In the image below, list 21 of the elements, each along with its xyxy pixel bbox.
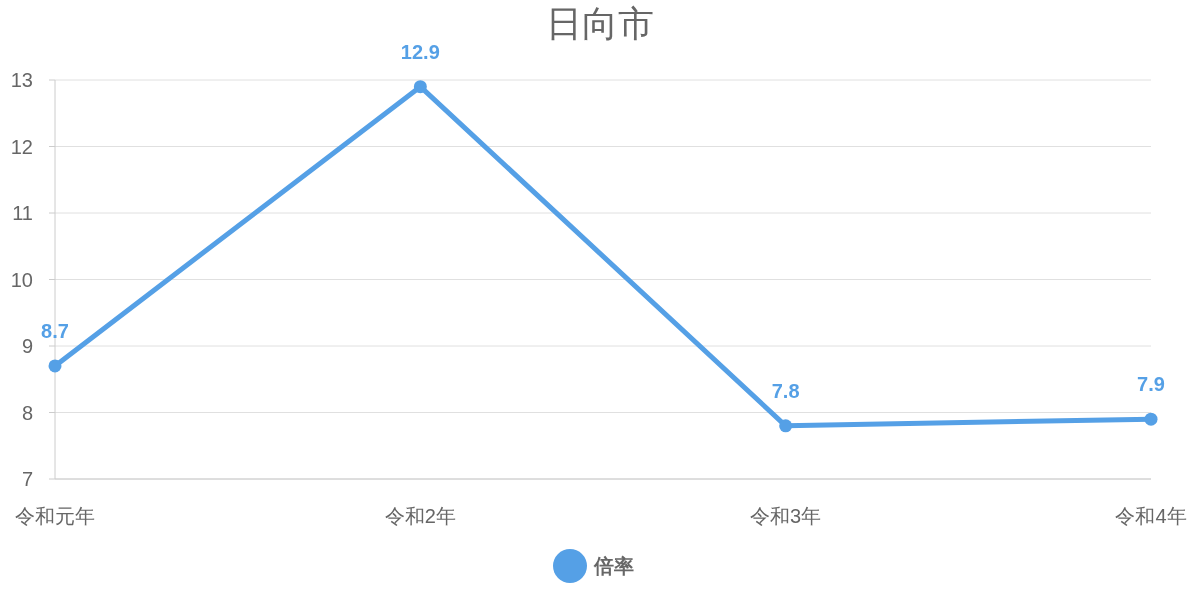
data-label: 8.7 — [41, 319, 69, 342]
y-tick-label: 11 — [12, 202, 33, 224]
data-label: 12.9 — [400, 40, 440, 63]
data-label: 7.9 — [1137, 373, 1165, 396]
x-tick-label: 令和元年 — [15, 505, 95, 527]
y-tick-label: 10 — [10, 268, 33, 291]
point — [413, 80, 427, 94]
chart-title: 日向市 — [546, 3, 654, 44]
legend-label: 倍率 — [593, 555, 634, 577]
point — [1144, 412, 1158, 426]
y-tick-label: 9 — [21, 335, 33, 357]
x-tick-label: 令和2年 — [384, 505, 456, 527]
point — [779, 419, 793, 433]
point — [48, 359, 62, 373]
y-tick-label: 12 — [10, 135, 33, 158]
y-tick-label: 7 — [21, 468, 33, 490]
x-tick-label: 令和4年 — [1115, 505, 1187, 527]
x-tick-label: 令和3年 — [750, 505, 822, 527]
y-tick-label: 13 — [10, 69, 33, 91]
data-label: 7.8 — [771, 379, 800, 402]
y-tick-label: 8 — [21, 401, 33, 424]
